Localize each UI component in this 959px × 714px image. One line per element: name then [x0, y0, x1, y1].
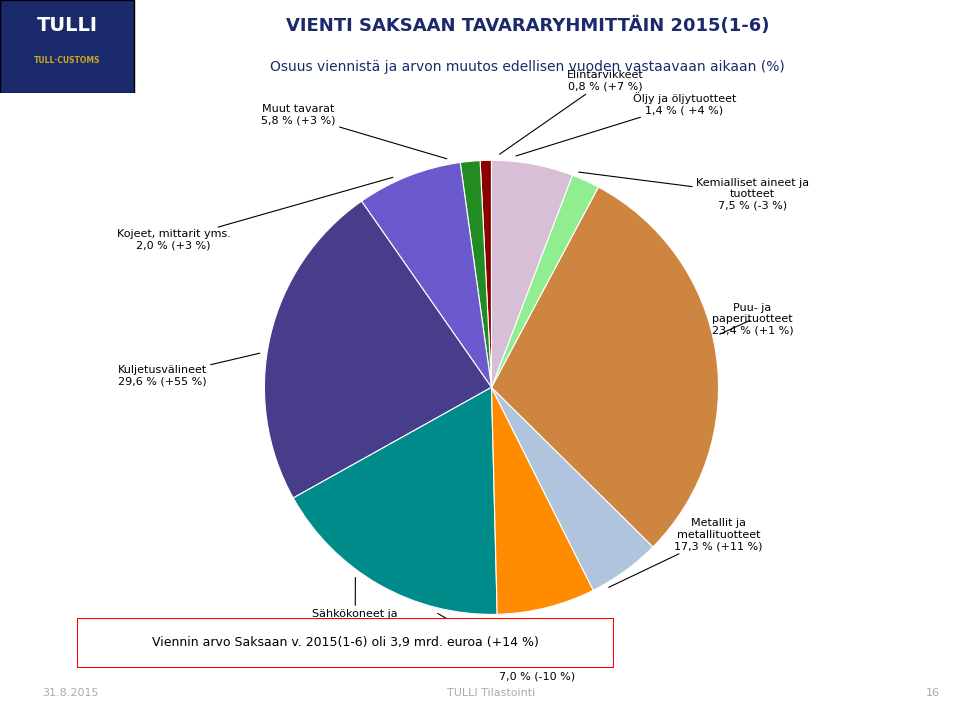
Wedge shape	[293, 387, 497, 614]
Text: Viennin arvo Saksaan v. 2015(1-6) oli 3,9 mrd. euroa (+14 %): Viennin arvo Saksaan v. 2015(1-6) oli 3,…	[152, 636, 539, 649]
Text: Muut tavarat
5,8 % (+3 %): Muut tavarat 5,8 % (+3 %)	[261, 104, 447, 159]
Text: Sähkökoneet ja
-laitteet
5,2 % (+12 %): Sähkökoneet ja -laitteet 5,2 % (+12 %)	[313, 578, 398, 643]
Text: 16: 16	[926, 688, 940, 698]
Text: Osuus viennistä ja arvon muutos edellisen vuoden vastaavaan aikaan (%): Osuus viennistä ja arvon muutos edellise…	[270, 60, 784, 74]
Text: TULLI: TULLI	[36, 16, 98, 36]
Wedge shape	[491, 175, 598, 387]
Wedge shape	[480, 161, 491, 387]
Text: Öljy ja öljytuotteet
1,4 % ( +4 %): Öljy ja öljytuotteet 1,4 % ( +4 %)	[516, 92, 737, 156]
Wedge shape	[460, 161, 491, 387]
Wedge shape	[362, 163, 491, 387]
Wedge shape	[491, 161, 573, 387]
Text: TULL·CUSTOMS: TULL·CUSTOMS	[34, 56, 101, 65]
Text: Elintarvikkeet
0,8 % (+7 %): Elintarvikkeet 0,8 % (+7 %)	[500, 70, 643, 154]
Wedge shape	[491, 387, 594, 614]
Text: Teollisuuden koneet
7,0 % (-10 %): Teollisuuden koneet 7,0 % (-10 %)	[437, 613, 593, 682]
Text: Kojeet, mittarit yms.
2,0 % (+3 %): Kojeet, mittarit yms. 2,0 % (+3 %)	[117, 177, 393, 251]
Text: Kemialliset aineet ja
tuotteet
7,5 % (-3 %): Kemialliset aineet ja tuotteet 7,5 % (-3…	[579, 172, 809, 211]
Text: 31.8.2015: 31.8.2015	[42, 688, 99, 698]
Text: VIENTI SAKSAAN TAVARARYHMITTÄIN 2015(1-6): VIENTI SAKSAAN TAVARARYHMITTÄIN 2015(1-6…	[286, 17, 769, 35]
Text: Puu- ja
paperituotteet
23,4 % (+1 %): Puu- ja paperituotteet 23,4 % (+1 %)	[712, 303, 793, 336]
Text: TULLI Tilastointi: TULLI Tilastointi	[447, 688, 536, 698]
Wedge shape	[265, 201, 491, 498]
Text: Metallit ja
metallituotteet
17,3 % (+11 %): Metallit ja metallituotteet 17,3 % (+11 …	[609, 518, 762, 588]
Wedge shape	[491, 187, 718, 547]
Text: Kuljetusvälineet
29,6 % (+55 %): Kuljetusvälineet 29,6 % (+55 %)	[118, 353, 260, 387]
FancyBboxPatch shape	[77, 618, 614, 668]
Wedge shape	[491, 387, 653, 590]
FancyBboxPatch shape	[0, 0, 134, 93]
